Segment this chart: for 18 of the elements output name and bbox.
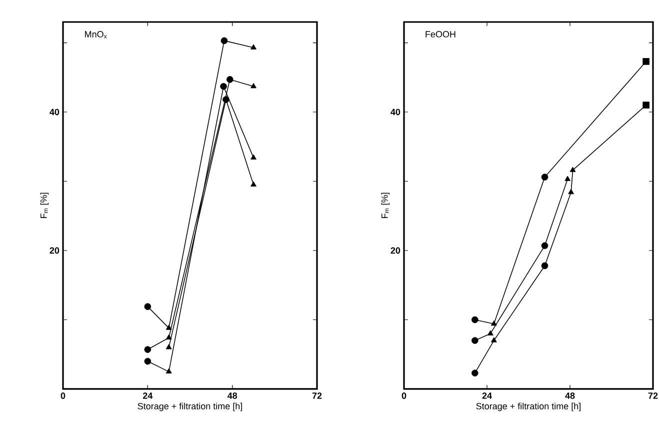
- x-axis-title: Storage + filtration time [h]: [138, 402, 242, 412]
- y-tick-label: 20: [390, 247, 400, 254]
- x-tick-label: 24: [482, 392, 492, 399]
- x-axis-title: Storage + filtration time [h]: [476, 402, 580, 412]
- x-tick-label: 24: [142, 392, 153, 399]
- y-tick-label: 40: [390, 108, 400, 116]
- y-tick-label: 40: [50, 108, 60, 116]
- x-tick-label: 72: [648, 392, 658, 399]
- x-tick-label: 48: [227, 392, 238, 399]
- x-tick-label: 0: [402, 392, 406, 399]
- text: FeOOH: [426, 31, 456, 38]
- y-axis-title: F$_{m}$ [%]: [40, 192, 49, 218]
- x-tick-label: 0: [60, 392, 66, 399]
- y-axis-title: F$_{m}$ [%]: [381, 192, 390, 218]
- y-tick-label: 20: [50, 247, 60, 254]
- text: MnO$_{x}$: [85, 31, 107, 38]
- x-tick-label: 72: [312, 392, 322, 399]
- x-tick-label: 48: [565, 392, 575, 399]
